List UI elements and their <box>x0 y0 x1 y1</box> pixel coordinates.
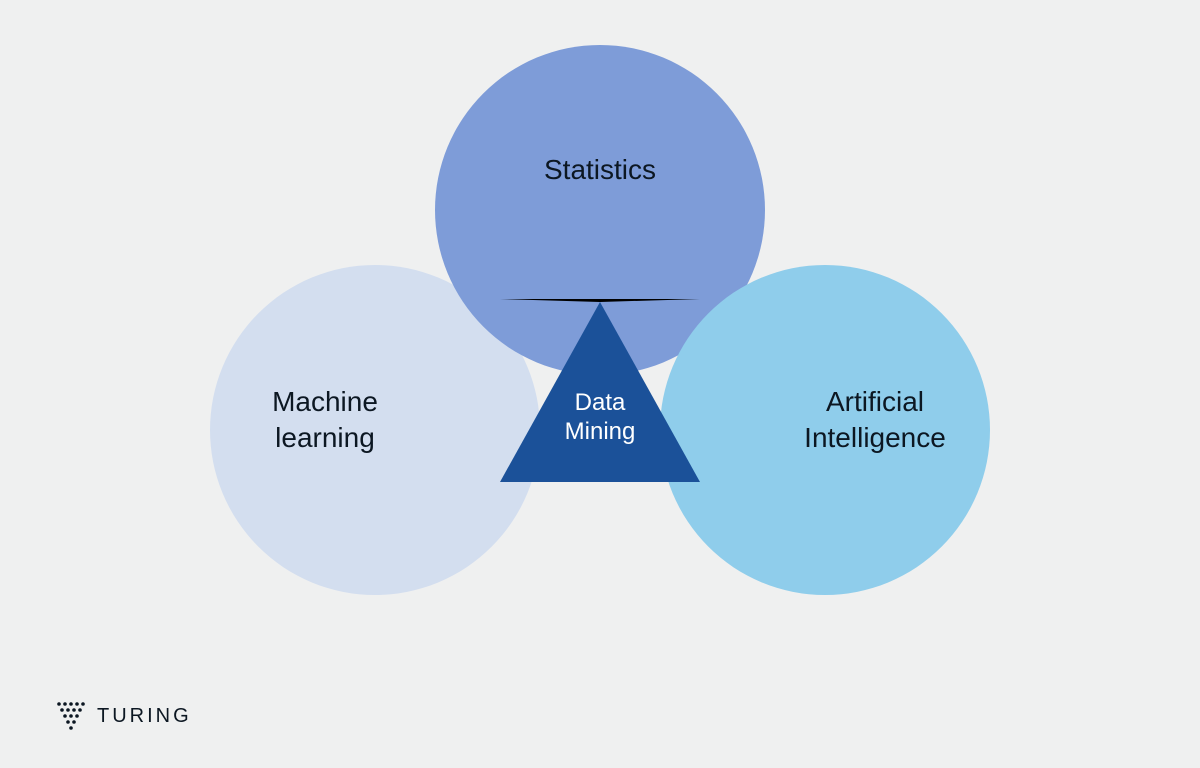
center-triangle: Data Mining <box>500 300 700 480</box>
turing-logo-icon <box>55 700 87 732</box>
circle-label-artificial-intelligence: Artificial Intelligence <box>804 384 946 457</box>
turing-logo-text: TURING <box>97 705 192 728</box>
turing-logo: TURING <box>55 700 192 732</box>
circle-artificial-intelligence: Artificial Intelligence <box>660 265 990 595</box>
triangle-label: Data Mining <box>565 389 636 447</box>
circle-label-statistics: Statistics <box>544 152 656 188</box>
circle-label-machine-learning: Machine learning <box>272 384 378 457</box>
diagram-canvas: Machine learning Statistics Artificial I… <box>0 0 1200 768</box>
